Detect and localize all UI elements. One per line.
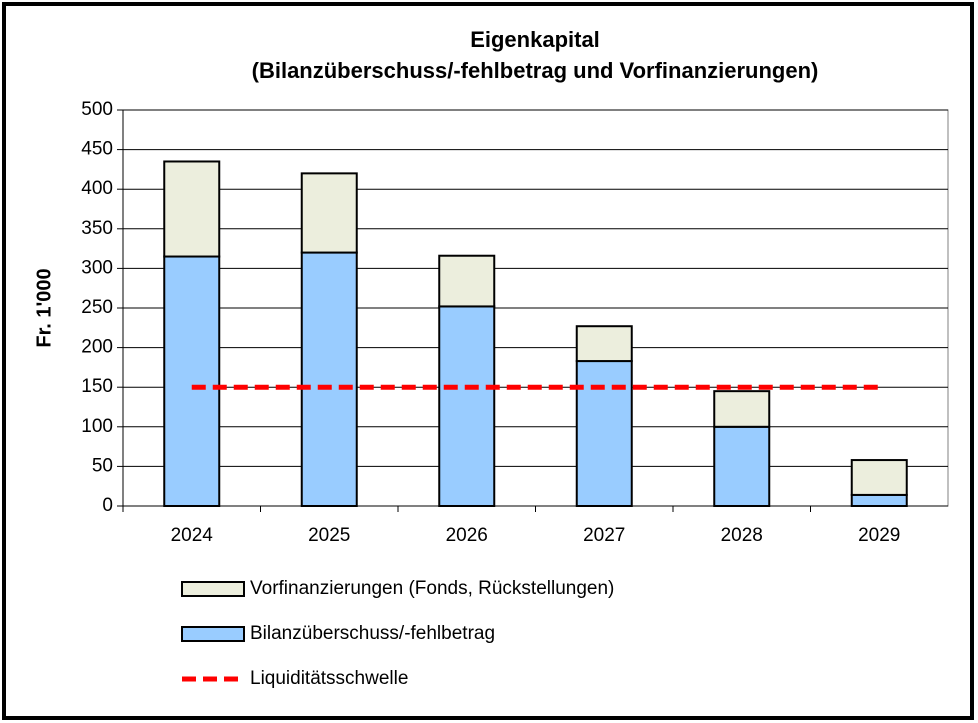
y-tick-label: 350 xyxy=(81,218,113,239)
legend-label: Liquiditätsschwelle xyxy=(250,668,408,689)
bar-segment xyxy=(438,305,496,507)
y-tick-label: 500 xyxy=(81,99,113,120)
legend-label: Vorfinanzierungen (Fonds, Rückstellungen… xyxy=(250,578,614,599)
bar-segment xyxy=(850,459,908,496)
legend-swatch xyxy=(181,626,245,642)
bar-segment xyxy=(713,390,771,428)
x-tick-label: 2027 xyxy=(583,525,625,546)
y-tick-label: 250 xyxy=(81,297,113,318)
chart-title: (Bilanzüberschuss/-fehlbetrag und Vorfin… xyxy=(252,58,819,83)
y-tick-label: 400 xyxy=(81,178,113,199)
x-tick-label: 2025 xyxy=(308,525,350,546)
bar-segment xyxy=(850,493,908,507)
bar-segment xyxy=(300,251,358,507)
x-tick-label: 2028 xyxy=(721,525,763,546)
legend-swatch xyxy=(181,581,245,597)
y-tick-label: 450 xyxy=(81,139,113,160)
bar-segment xyxy=(713,425,771,507)
y-axis-label: Fr. 1'000 xyxy=(33,268,55,347)
bar-segment xyxy=(438,254,496,308)
y-tick-label: 300 xyxy=(81,257,113,278)
y-tick-label: 50 xyxy=(92,455,113,476)
x-tick-label: 2026 xyxy=(446,525,488,546)
bar-segment xyxy=(575,360,633,507)
bar-segment xyxy=(575,325,633,363)
bar-segment xyxy=(300,172,358,254)
bar-segment xyxy=(163,160,221,258)
chart-title: Eigenkapital xyxy=(470,27,600,52)
bar-segment xyxy=(163,255,221,507)
legend-label: Bilanzüberschuss/-fehlbetrag xyxy=(250,623,495,644)
y-tick-label: 150 xyxy=(81,376,113,397)
x-tick-label: 2024 xyxy=(171,525,214,546)
y-tick-label: 0 xyxy=(102,495,113,516)
x-tick-label: 2029 xyxy=(858,525,900,546)
y-tick-label: 100 xyxy=(81,416,113,437)
y-tick-label: 200 xyxy=(81,337,113,358)
